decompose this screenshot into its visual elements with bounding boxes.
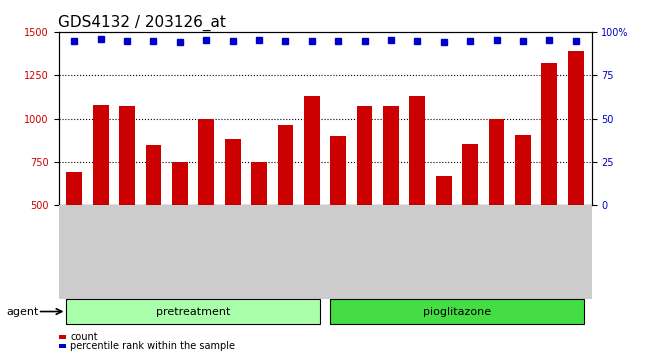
Text: pioglitazone: pioglitazone xyxy=(423,307,491,316)
Bar xyxy=(146,145,161,292)
Bar xyxy=(410,96,425,292)
Bar xyxy=(541,63,557,292)
Bar xyxy=(567,51,584,292)
Bar xyxy=(383,107,399,292)
Bar xyxy=(489,119,504,292)
Bar xyxy=(172,162,188,292)
Bar xyxy=(357,105,372,292)
Bar xyxy=(119,105,135,292)
Bar xyxy=(278,125,293,292)
Text: percentile rank within the sample: percentile rank within the sample xyxy=(70,341,235,351)
Text: pretreatment: pretreatment xyxy=(156,307,230,316)
Text: agent: agent xyxy=(6,307,39,316)
Bar xyxy=(515,135,531,292)
Bar xyxy=(462,144,478,292)
Bar xyxy=(436,176,452,292)
Bar xyxy=(66,172,83,292)
Bar xyxy=(198,119,214,292)
Bar xyxy=(330,136,346,292)
Text: GDS4132 / 203126_at: GDS4132 / 203126_at xyxy=(58,14,226,30)
Bar xyxy=(225,139,240,292)
Bar xyxy=(93,105,109,292)
Text: count: count xyxy=(70,332,98,342)
Bar xyxy=(251,162,267,292)
Bar xyxy=(304,96,320,292)
